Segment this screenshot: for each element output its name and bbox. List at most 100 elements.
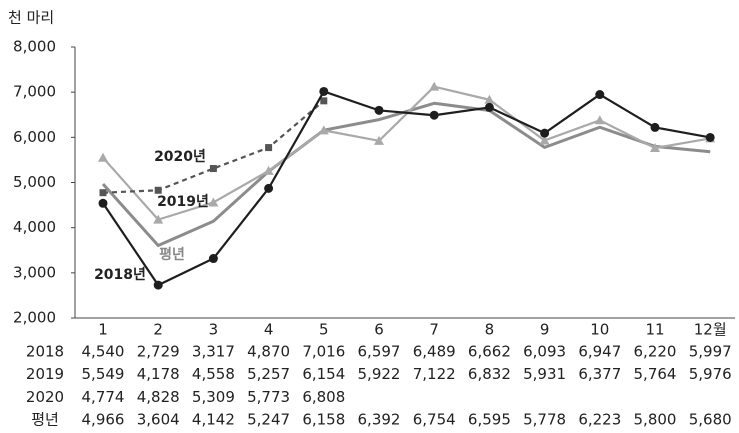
table-cell: 6,489 <box>413 343 456 361</box>
table-cell: 7,016 <box>302 343 345 361</box>
y-tick-label: 3,000 <box>13 263 56 281</box>
marker <box>98 198 108 208</box>
x-tick-label: 8 <box>485 321 495 339</box>
marker <box>208 197 219 207</box>
marker <box>265 144 273 152</box>
table-cell: 4,774 <box>82 388 125 406</box>
x-tick-label: 2 <box>153 321 163 339</box>
table-cell: 6,947 <box>578 343 621 361</box>
table-cell: 4,828 <box>137 388 180 406</box>
table-cell: 7,122 <box>413 365 456 383</box>
marker <box>539 135 550 145</box>
table-cell: 4,540 <box>82 343 125 361</box>
table-cell: 6,808 <box>302 388 345 406</box>
table-cell: 6,597 <box>358 343 401 361</box>
marker <box>484 94 495 104</box>
table-cell: 5,247 <box>247 411 290 429</box>
marker <box>540 128 550 138</box>
marker <box>650 142 660 152</box>
table-cell: 5,309 <box>192 388 235 406</box>
table-cell: 6,158 <box>302 411 345 429</box>
x-tick-label: 6 <box>374 321 384 339</box>
x-tick-label: 9 <box>540 321 550 339</box>
series-line <box>101 101 711 248</box>
table-cell: 6,377 <box>578 365 621 383</box>
table-cell: 5,997 <box>689 343 732 361</box>
table-cell: 6,662 <box>468 343 511 361</box>
marker <box>484 102 494 112</box>
table-cell: 5,976 <box>689 365 732 383</box>
table-cell: 5,800 <box>634 411 677 429</box>
marker <box>429 81 440 91</box>
series-line <box>102 90 711 287</box>
table-cell: 4,142 <box>192 411 235 429</box>
table-cell: 4,558 <box>192 365 235 383</box>
table-cell: 5,257 <box>247 365 290 383</box>
x-tick-label: 11 <box>645 321 664 339</box>
y-tick-label: 5,000 <box>13 173 56 191</box>
marker <box>650 122 660 132</box>
table-row-label: 평년 <box>31 411 59 429</box>
table-cell: 5,922 <box>358 365 401 383</box>
table-cell: 5,680 <box>689 411 732 429</box>
marker <box>595 90 605 100</box>
table-cell: 4,966 <box>82 411 125 429</box>
table-cell: 3,604 <box>137 411 180 429</box>
table-cell: 5,778 <box>523 411 566 429</box>
marker <box>154 186 162 194</box>
table-row-label: 2019 <box>26 365 64 383</box>
y-tick-label: 6,000 <box>13 128 56 146</box>
x-tick-label: 4 <box>264 321 274 339</box>
x-tick-label: 10 <box>590 321 609 339</box>
table-cell: 2,729 <box>137 343 180 361</box>
x-tick-label: 5 <box>319 321 329 339</box>
y-tick-label: 8,000 <box>13 38 56 56</box>
table-cell: 6,223 <box>578 411 621 429</box>
marker <box>98 152 108 162</box>
table-cell: 5,931 <box>523 365 566 383</box>
table-cell: 6,832 <box>468 365 511 383</box>
table-cell: 4,870 <box>247 343 290 361</box>
table-cell: 5,764 <box>634 365 677 383</box>
series-line <box>102 99 325 194</box>
y-tick-label: 4,000 <box>13 218 56 236</box>
marker <box>429 110 439 120</box>
table-cell: 6,093 <box>523 343 566 361</box>
table-cell: 5,549 <box>82 365 125 383</box>
series-label: 2020년 <box>154 149 206 165</box>
marker <box>374 105 384 115</box>
table-row-label: 2020 <box>26 388 64 406</box>
table-row-label: 2018 <box>26 343 64 361</box>
marker <box>209 165 217 173</box>
series-label: 2018년 <box>94 267 146 283</box>
marker <box>320 97 328 105</box>
table-cell: 6,220 <box>634 343 677 361</box>
marker <box>153 214 164 224</box>
table-cell: 6,595 <box>468 411 511 429</box>
y-tick-label: 7,000 <box>13 83 56 101</box>
marker <box>705 132 715 142</box>
table-cell: 6,154 <box>302 365 345 383</box>
table-cell: 5,773 <box>247 388 290 406</box>
marker <box>208 254 218 264</box>
series-label: 2019년 <box>157 194 209 210</box>
table-cell: 6,392 <box>358 411 401 429</box>
marker <box>264 183 274 193</box>
x-tick-label: 1 <box>98 321 108 339</box>
marker <box>263 165 274 175</box>
marker <box>374 135 384 145</box>
x-tick-label: 7 <box>429 321 439 339</box>
table-cell: 4,178 <box>137 365 180 383</box>
x-tick-label: 12월 <box>694 321 727 339</box>
table-cell: 3,317 <box>192 343 235 361</box>
marker <box>153 280 163 290</box>
y-axis-title: 천 마리 <box>8 9 54 27</box>
marker <box>99 189 107 197</box>
x-tick-label: 3 <box>209 321 219 339</box>
marker <box>319 86 329 96</box>
series-label: 평년 <box>159 246 185 263</box>
marker <box>594 115 605 125</box>
table-cell: 6,754 <box>413 411 456 429</box>
marker <box>318 125 329 135</box>
